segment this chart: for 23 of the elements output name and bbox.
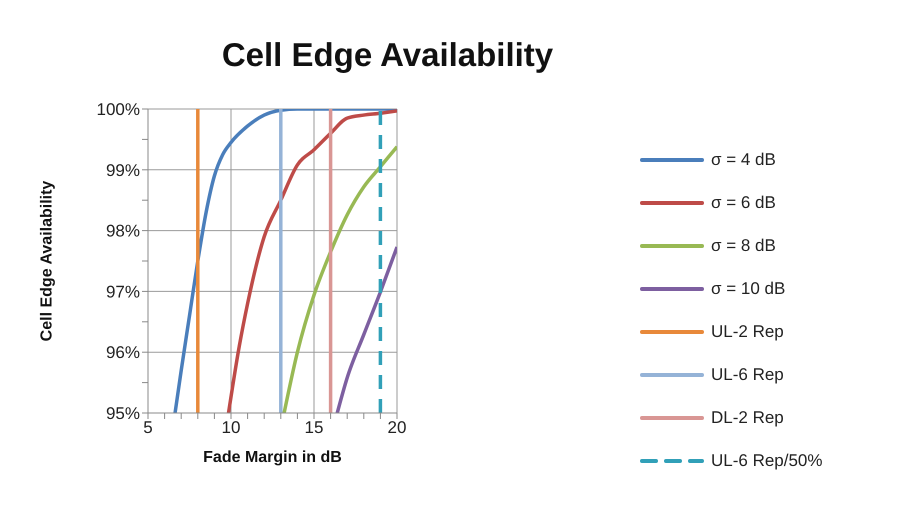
y-tick-label: 96%	[106, 343, 140, 362]
y-tick-label: 98%	[106, 222, 140, 241]
legend-label: σ = 10 dB	[711, 278, 786, 298]
legend-label: UL-2 Rep	[711, 322, 784, 342]
legend-label: σ = 8 dB	[711, 236, 776, 256]
legend-label: UL-6 Rep	[711, 364, 784, 384]
legend-label: σ = 6 dB	[711, 192, 776, 212]
line-series	[282, 144, 397, 413]
y-tick-label: 100%	[96, 100, 140, 120]
y-tick-label: 97%	[106, 282, 140, 302]
x-tick-label: 15	[304, 418, 324, 438]
x-tick-label: 10	[222, 418, 240, 438]
x-axis-title: Fade Margin in dB	[203, 449, 342, 466]
y-tick-label: 99%	[106, 160, 140, 180]
line-series	[335, 245, 397, 413]
y-axis-title: Cell Edge Availability	[38, 180, 56, 342]
legend-label: DL-2 Rep	[711, 408, 784, 428]
chart-title: Cell Edge Availability	[220, 36, 554, 74]
x-tick-label: 5	[143, 418, 153, 438]
legend-label: σ = 4 dB	[711, 150, 776, 170]
y-tick-label: 95%	[106, 404, 140, 424]
x-tick-label: 20	[388, 418, 406, 438]
legend-label: UL-6 Rep/50%	[711, 450, 823, 470]
